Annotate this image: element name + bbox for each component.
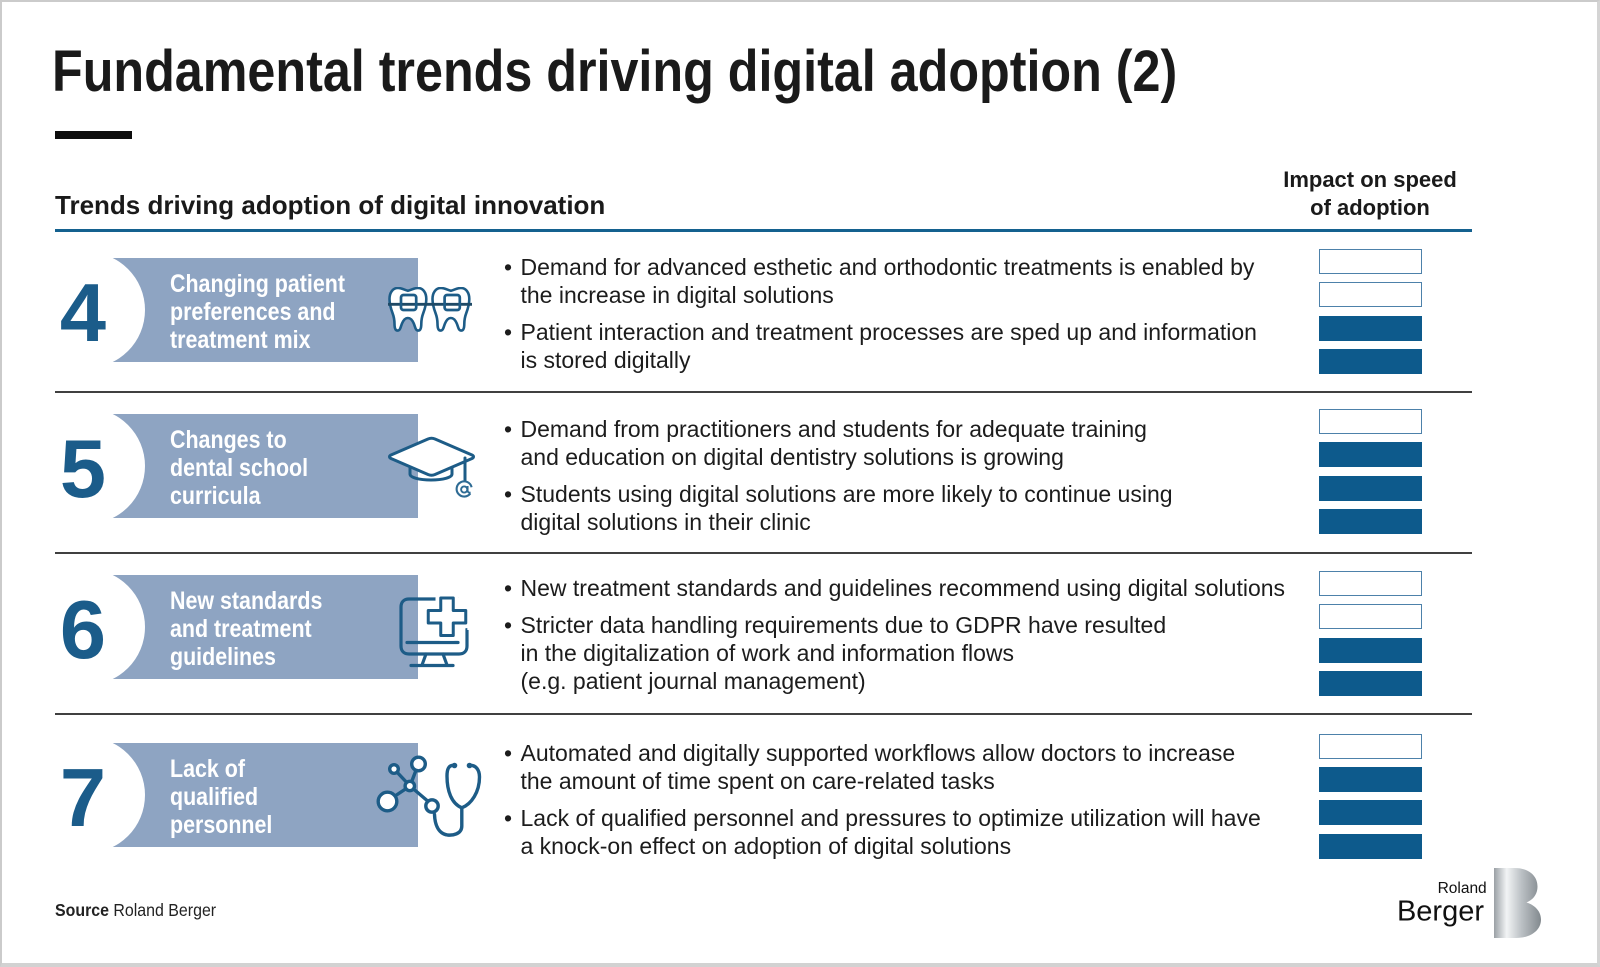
svg-text:Roland: Roland <box>1438 880 1487 897</box>
svg-text:Berger: Berger <box>1397 896 1484 928</box>
